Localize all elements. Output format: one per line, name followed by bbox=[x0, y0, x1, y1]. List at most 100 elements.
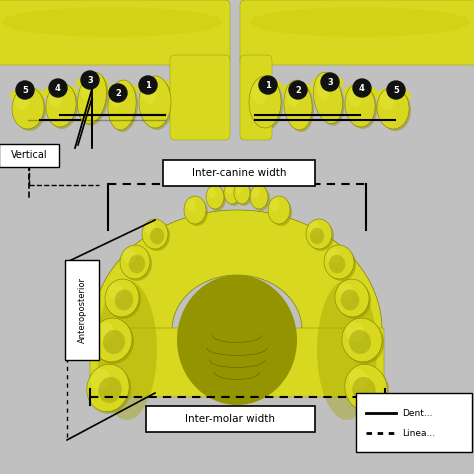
Circle shape bbox=[139, 76, 157, 94]
Ellipse shape bbox=[252, 187, 270, 211]
FancyBboxPatch shape bbox=[170, 55, 230, 140]
Ellipse shape bbox=[306, 219, 332, 249]
Ellipse shape bbox=[77, 72, 107, 124]
Ellipse shape bbox=[346, 322, 364, 342]
Ellipse shape bbox=[97, 280, 157, 420]
Ellipse shape bbox=[317, 77, 329, 100]
Ellipse shape bbox=[348, 87, 361, 107]
FancyBboxPatch shape bbox=[163, 160, 315, 186]
Ellipse shape bbox=[139, 76, 171, 128]
Text: Dent...: Dent... bbox=[402, 409, 432, 418]
Ellipse shape bbox=[142, 219, 168, 249]
Ellipse shape bbox=[347, 85, 377, 129]
Ellipse shape bbox=[122, 247, 152, 281]
Text: Linea...: Linea... bbox=[402, 428, 435, 438]
Ellipse shape bbox=[2, 7, 222, 37]
Ellipse shape bbox=[270, 199, 280, 211]
Ellipse shape bbox=[142, 81, 156, 104]
Ellipse shape bbox=[345, 364, 387, 412]
Ellipse shape bbox=[44, 84, 78, 99]
Ellipse shape bbox=[284, 80, 312, 130]
Ellipse shape bbox=[343, 84, 377, 99]
Circle shape bbox=[81, 71, 99, 89]
Circle shape bbox=[387, 81, 405, 99]
Ellipse shape bbox=[115, 290, 133, 310]
Ellipse shape bbox=[308, 221, 334, 251]
Ellipse shape bbox=[250, 7, 470, 37]
Ellipse shape bbox=[110, 85, 123, 107]
Ellipse shape bbox=[208, 187, 216, 198]
Ellipse shape bbox=[249, 76, 281, 128]
Ellipse shape bbox=[81, 77, 93, 100]
Text: 3: 3 bbox=[327, 78, 333, 86]
Ellipse shape bbox=[49, 87, 63, 107]
Ellipse shape bbox=[309, 222, 320, 236]
Ellipse shape bbox=[352, 377, 376, 403]
Ellipse shape bbox=[268, 196, 290, 224]
Ellipse shape bbox=[349, 330, 371, 354]
Ellipse shape bbox=[105, 279, 139, 317]
Circle shape bbox=[16, 81, 34, 99]
Ellipse shape bbox=[106, 82, 138, 98]
Ellipse shape bbox=[46, 83, 76, 127]
Ellipse shape bbox=[98, 377, 122, 403]
Ellipse shape bbox=[226, 184, 242, 206]
Ellipse shape bbox=[286, 82, 314, 132]
Ellipse shape bbox=[313, 72, 343, 124]
Ellipse shape bbox=[10, 88, 46, 103]
Ellipse shape bbox=[15, 91, 29, 110]
Ellipse shape bbox=[184, 196, 206, 224]
Ellipse shape bbox=[344, 320, 384, 364]
Text: 1: 1 bbox=[265, 81, 271, 90]
FancyBboxPatch shape bbox=[0, 0, 230, 65]
Ellipse shape bbox=[120, 245, 150, 279]
Ellipse shape bbox=[380, 91, 394, 110]
Ellipse shape bbox=[236, 184, 243, 194]
Polygon shape bbox=[92, 210, 382, 395]
FancyBboxPatch shape bbox=[90, 328, 384, 397]
Text: 5: 5 bbox=[393, 85, 399, 94]
Circle shape bbox=[109, 84, 127, 102]
Ellipse shape bbox=[226, 184, 233, 194]
Ellipse shape bbox=[103, 330, 125, 354]
Ellipse shape bbox=[234, 182, 250, 204]
Text: Inter-molar width: Inter-molar width bbox=[185, 414, 275, 424]
Ellipse shape bbox=[144, 221, 170, 251]
Ellipse shape bbox=[206, 185, 224, 209]
Text: 2: 2 bbox=[295, 85, 301, 94]
Circle shape bbox=[321, 73, 339, 91]
Ellipse shape bbox=[341, 290, 359, 310]
Circle shape bbox=[259, 76, 277, 94]
Ellipse shape bbox=[375, 88, 411, 103]
Ellipse shape bbox=[110, 82, 138, 132]
FancyBboxPatch shape bbox=[240, 0, 474, 65]
Ellipse shape bbox=[96, 322, 114, 342]
Text: Inter-canine width: Inter-canine width bbox=[192, 168, 286, 178]
Ellipse shape bbox=[335, 279, 369, 317]
Ellipse shape bbox=[377, 87, 409, 129]
Ellipse shape bbox=[137, 79, 173, 94]
Ellipse shape bbox=[349, 369, 368, 390]
Ellipse shape bbox=[14, 89, 46, 131]
Circle shape bbox=[353, 79, 371, 97]
Ellipse shape bbox=[89, 366, 131, 414]
Ellipse shape bbox=[80, 74, 109, 126]
Ellipse shape bbox=[347, 366, 389, 414]
Ellipse shape bbox=[287, 85, 299, 107]
Ellipse shape bbox=[92, 318, 132, 362]
FancyBboxPatch shape bbox=[65, 260, 99, 360]
Ellipse shape bbox=[141, 78, 173, 130]
Ellipse shape bbox=[312, 75, 344, 90]
Ellipse shape bbox=[186, 199, 196, 211]
Ellipse shape bbox=[107, 281, 141, 319]
Circle shape bbox=[289, 81, 307, 99]
FancyBboxPatch shape bbox=[356, 393, 472, 452]
Ellipse shape bbox=[224, 182, 240, 204]
Text: 4: 4 bbox=[359, 83, 365, 92]
Ellipse shape bbox=[317, 280, 377, 420]
Ellipse shape bbox=[282, 82, 314, 98]
Ellipse shape bbox=[338, 283, 354, 300]
Ellipse shape bbox=[94, 320, 134, 364]
Ellipse shape bbox=[87, 364, 129, 412]
Ellipse shape bbox=[91, 369, 110, 390]
